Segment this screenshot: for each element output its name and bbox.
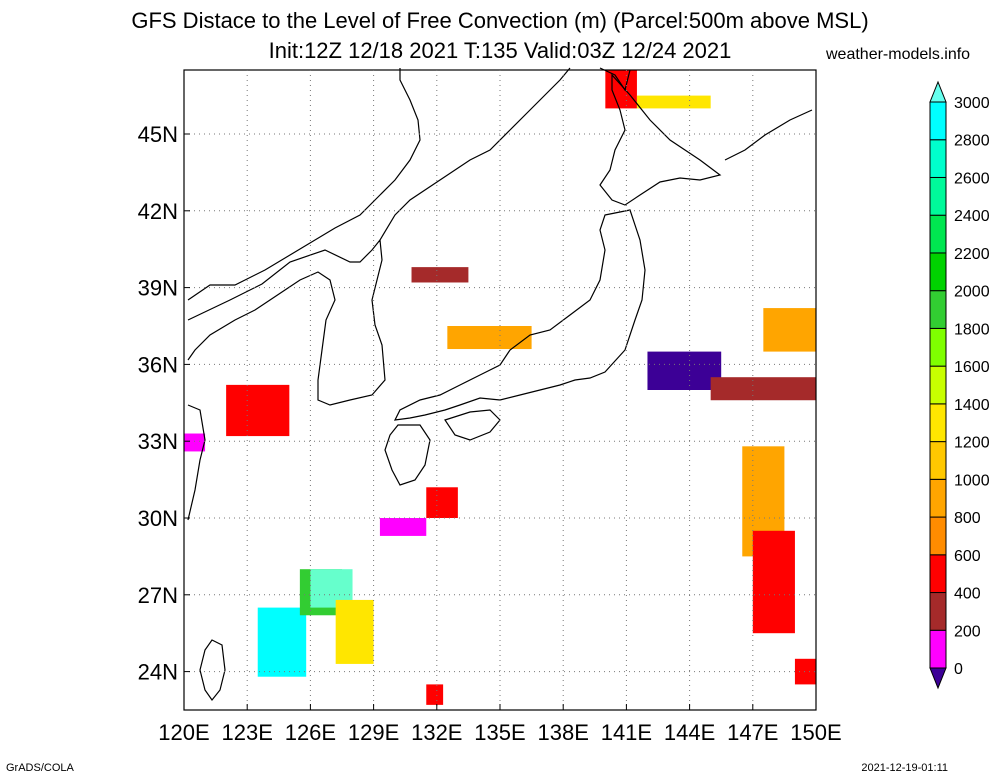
colorbar-tick-label: 800 <box>954 510 981 527</box>
coastline-china <box>187 404 206 521</box>
colorbar-swatch <box>929 214 947 254</box>
lat-tick-label: 24N <box>138 660 178 685</box>
axis-labels-layer: 120E 123E 126E 129E 132E 135E 138E 141E 144E 147E… <box>138 122 842 745</box>
lon-tick-label: 129E <box>348 720 399 745</box>
colorbar-swatch <box>929 592 947 631</box>
colorbar-swatch <box>929 101 947 141</box>
coastline-kyushu <box>384 424 431 486</box>
colorbar-swatch <box>929 327 947 367</box>
colorbar-tick-label: 600 <box>954 548 981 565</box>
colorbar-swatch <box>929 441 947 480</box>
field-sea-of-japan-orange <box>447 326 532 350</box>
colorbar-tick-label: 1000 <box>954 472 990 489</box>
coastline-layer <box>187 67 813 702</box>
colorbar-tick-label: 0 <box>954 661 963 678</box>
colorbar-swatch <box>929 478 947 518</box>
lat-tick-label: 30N <box>138 506 178 531</box>
field-east-china-magenta <box>184 433 206 452</box>
colorbar-swatch <box>929 139 947 178</box>
colorbar-tick-label: 2800 <box>954 133 990 150</box>
field-kyushu-red <box>426 487 458 518</box>
field-sanriku-brown <box>710 377 816 401</box>
colorbar-tick-label: 200 <box>954 623 981 640</box>
field-pacific-orange-north <box>763 308 816 352</box>
colorbar-tick-label: 2600 <box>954 170 990 187</box>
lon-tick-label: 144E <box>664 720 715 745</box>
colorbar-swatch <box>929 403 947 443</box>
colorbar-under-triangle <box>929 667 947 690</box>
lat-tick-label: 33N <box>138 429 178 454</box>
colorbar-swatch <box>929 176 947 216</box>
colorbar: 0 200 400 600 800 1000 1200 1400 1600 1800 2000 220… <box>929 80 990 690</box>
field-hokkaido-red <box>605 70 637 109</box>
lat-tick-label: 36N <box>138 352 178 377</box>
colorbar-tick-label: 400 <box>954 586 981 603</box>
colorbar-tick-label: 1200 <box>954 435 990 452</box>
colorbar-swatch <box>929 629 947 669</box>
footer-software: GrADS/COLA <box>6 762 74 774</box>
field-hokkaido-yellow <box>636 95 711 109</box>
field-pacific-red-band <box>752 530 795 634</box>
coastline-hokkaido <box>599 73 722 206</box>
chart-title-line2: Init:12Z 12/18 2021 T:135 Valid:03Z 12/2… <box>268 38 732 63</box>
field-south-china-sea-cyan <box>257 607 307 677</box>
footer-timestamp: 2021-12-19-01:11 <box>861 762 948 774</box>
chart-title: GFS Distace to the Level of Free Convect… <box>131 8 869 33</box>
field-okinawa-yellow <box>335 599 374 664</box>
field-kyushu-magenta <box>379 518 427 536</box>
graticule-layer <box>183 70 817 710</box>
lon-tick-label: 141E <box>601 720 652 745</box>
coastline-korea <box>187 238 386 406</box>
lon-tick-label: 147E <box>727 720 778 745</box>
lat-tick-label: 39N <box>138 276 178 301</box>
coastline-manchuria <box>187 68 421 301</box>
lat-tick-label: 27N <box>138 583 178 608</box>
field-south-red <box>426 684 444 705</box>
colorbar-tick-label: 3000 <box>954 95 990 112</box>
field-yellow-sea-red <box>226 384 290 437</box>
colorbar-swatch <box>929 516 947 556</box>
colorbar-tick-label: 1400 <box>954 397 990 414</box>
colorbar-swatch <box>929 290 947 329</box>
coastline-kuril <box>724 109 813 161</box>
field-sanriku-purple <box>647 351 722 390</box>
coastline-taiwan <box>199 639 226 702</box>
lon-tick-label: 138E <box>538 720 589 745</box>
colorbar-tick-label: 2400 <box>954 208 990 225</box>
colorbar-tick-label: 2200 <box>954 246 990 263</box>
lat-tick-label: 42N <box>138 199 178 224</box>
colorbar-tick-label: 1600 <box>954 359 990 376</box>
coastline-sakhalin <box>599 67 631 92</box>
lon-tick-label: 132E <box>411 720 462 745</box>
colorbar-swatch <box>929 365 947 405</box>
lon-tick-label: 135E <box>474 720 525 745</box>
colorbar-swatch <box>929 252 947 292</box>
lat-tick-label: 45N <box>138 122 178 147</box>
coastline-russia-primorye <box>379 67 571 241</box>
coastline-honshu <box>393 209 646 421</box>
lon-tick-label: 123E <box>222 720 273 745</box>
colorbar-tick-label: 2000 <box>954 284 990 301</box>
lon-tick-label: 120E <box>158 720 209 745</box>
colorbar-tick-label: 1800 <box>954 321 990 338</box>
lfc-field-layer <box>184 70 816 705</box>
field-sea-of-japan-brown <box>411 267 469 283</box>
site-label[interactable]: weather-models.info <box>826 46 971 63</box>
colorbar-swatch <box>929 554 947 594</box>
lon-tick-label: 126E <box>285 720 336 745</box>
lon-tick-label: 150E <box>790 720 841 745</box>
coastline-shikoku <box>444 409 501 441</box>
colorbar-over-triangle <box>929 80 947 103</box>
field-pacific-red-tail <box>794 658 816 685</box>
